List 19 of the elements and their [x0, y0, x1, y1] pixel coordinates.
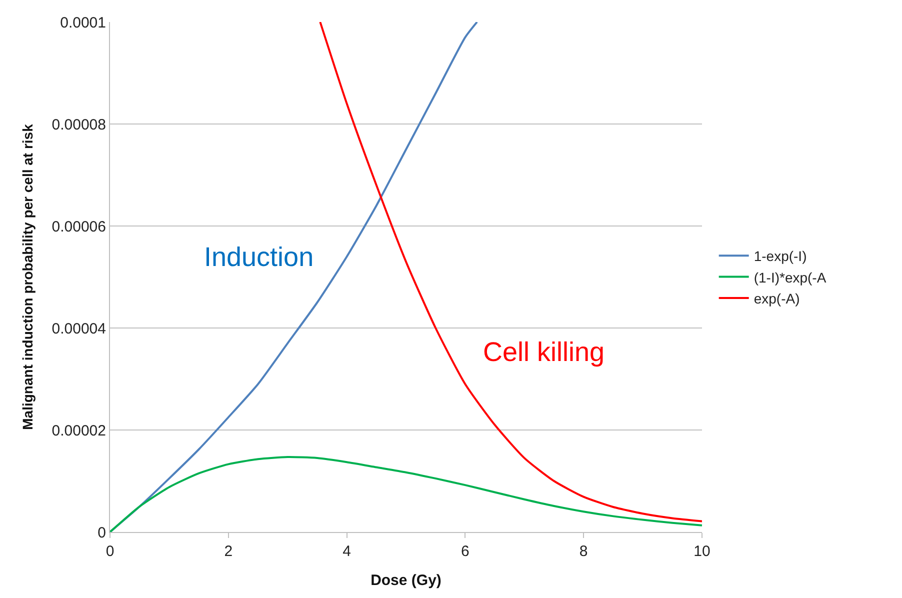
legend-label: exp(-A): [754, 290, 800, 306]
y-tick-label: 0.00008: [52, 116, 106, 134]
y-axis-title: Malignant induction probability per cell at risk: [19, 124, 36, 430]
legend-label: 1-exp(-I): [754, 248, 807, 264]
annotation: Cell killing: [483, 337, 605, 367]
x-axis-title: Dose (Gy): [370, 572, 442, 589]
x-tick-label: 10: [694, 543, 710, 560]
y-tick-label: 0.0001: [60, 14, 106, 32]
x-tick-label: 2: [224, 543, 233, 560]
x-tick-label: 8: [579, 543, 588, 560]
x-tick-label: 4: [342, 543, 351, 560]
y-tick-label: 0.00002: [52, 422, 106, 440]
x-tick-label: 6: [461, 543, 470, 560]
legend-label: (1-I)*exp(-A: [754, 269, 827, 286]
annotation: Induction: [204, 242, 314, 272]
y-tick-label: 0: [98, 524, 106, 542]
y-tick-label: 0.00006: [52, 218, 106, 236]
line-series: [319, 22, 702, 522]
y-tick-label: 0.00004: [52, 320, 106, 338]
